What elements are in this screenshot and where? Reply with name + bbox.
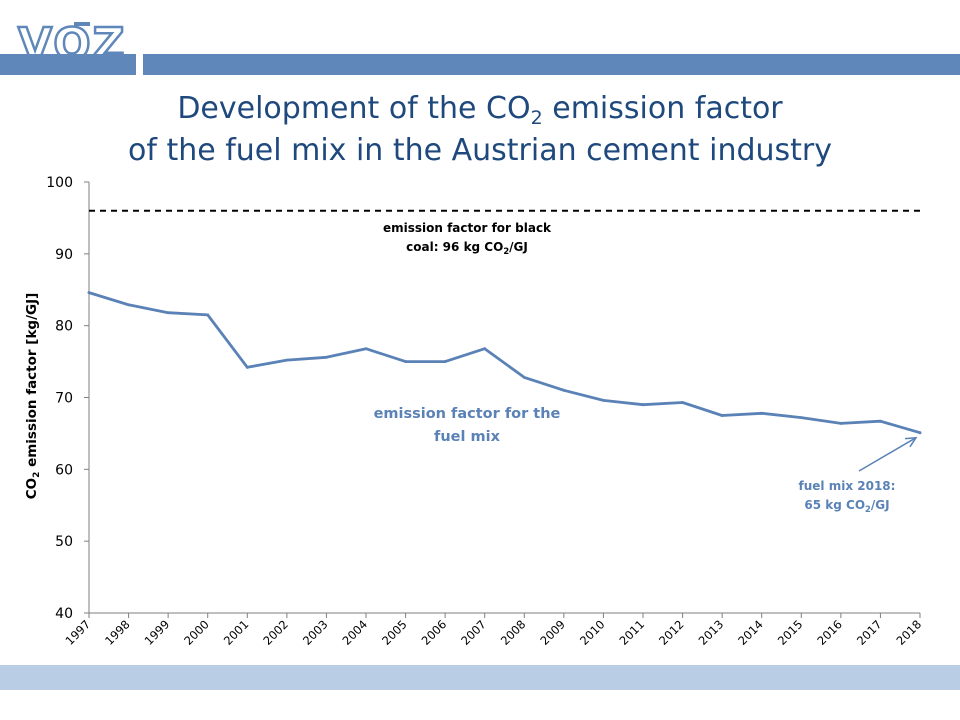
data-point: [720, 414, 724, 417]
y-tick-label: 100: [46, 175, 73, 191]
annotation-arrow-shaft: [858, 437, 917, 472]
data-point: [404, 360, 407, 363]
x-tick-label: 2006: [419, 617, 450, 648]
fuel-mix-label-line-1: emission factor for the: [373, 406, 561, 422]
x-tick-label: 2002: [260, 617, 291, 648]
data-point: [127, 303, 130, 307]
coal-annotation-line-2: coal: 96 kg CO2/GJ: [406, 240, 528, 256]
x-tick-label: 2008: [498, 617, 529, 648]
x-tick-label: 2018: [894, 617, 925, 648]
x-tick-label: 2005: [379, 617, 410, 648]
x-tick-label: 2009: [537, 617, 568, 648]
fuel-mix-series-label: emission factor for the fuel mix: [352, 403, 582, 449]
data-point: [641, 403, 645, 407]
data-point: [285, 358, 289, 362]
x-tick-label: 2010: [577, 617, 608, 648]
x-tick-label: 1998: [102, 617, 133, 648]
x-tick-label: 1999: [142, 617, 173, 648]
data-point: [562, 388, 566, 392]
data-point: [245, 365, 249, 369]
footer-band: [0, 665, 960, 690]
x-tick-label: 2003: [300, 617, 331, 648]
logo-macron: [74, 22, 90, 26]
data-point: [681, 401, 684, 404]
fuel-mix-label-line-2: fuel mix: [434, 429, 500, 445]
data-point: [839, 421, 843, 425]
y-tick-label: 90: [55, 247, 73, 263]
fuel-mix-series-line: [87, 291, 922, 435]
header-band-right: [143, 54, 960, 75]
coal-annotation-line-1: emission factor for black: [382, 221, 552, 235]
data-point: [879, 419, 882, 423]
data-point: [799, 416, 803, 420]
x-tick-label: 2017: [854, 617, 885, 648]
chart-title: Development of the CO2 emission factor o…: [0, 88, 960, 172]
data-point: [166, 311, 170, 315]
data-point: [443, 360, 447, 363]
data-point: [522, 375, 526, 379]
x-tick-label: 2016: [814, 617, 845, 648]
y-tick-label: 80: [55, 319, 73, 335]
data-point: [918, 431, 922, 435]
x-tick-label: 2014: [735, 617, 766, 648]
x-tick-label: 2012: [656, 617, 687, 648]
x-tick-label: 2004: [340, 617, 371, 648]
x-tick-label: 2001: [221, 617, 252, 648]
data-point: [483, 347, 487, 351]
data-point: [325, 355, 328, 359]
x-tick-label: 2000: [181, 617, 212, 648]
chart-title-line-2: of the fuel mix in the Austrian cement i…: [128, 133, 832, 168]
x-tick-label: 2015: [775, 617, 806, 648]
header-band-left: [0, 54, 136, 75]
y-axis-label: CO2 emission factor [kg/GJ]: [24, 292, 42, 500]
y-tick-label: 40: [55, 606, 73, 622]
latest-value-annotation: fuel mix 2018: 65 kg CO2/GJ: [782, 477, 912, 515]
latest-annotation-line-1: fuel mix 2018:: [798, 479, 896, 493]
annotation-arrow-head: [904, 436, 918, 448]
data-point: [87, 291, 91, 295]
y-tick-label: 50: [55, 534, 73, 550]
x-tick-label: 2011: [617, 617, 648, 648]
x-tick-label: 2013: [696, 617, 727, 648]
y-tick-label: 70: [55, 391, 73, 407]
latest-annotation-line-2: 65 kg CO2/GJ: [804, 498, 890, 514]
data-point: [760, 411, 764, 415]
x-tick-label: 2007: [458, 617, 489, 648]
coal-reference-annotation: emission factor for black coal: 96 kg CO…: [362, 219, 572, 257]
chart-title-line-1: Development of the CO2 emission factor: [177, 91, 783, 129]
data-point: [206, 313, 210, 317]
data-point: [602, 398, 605, 402]
data-point: [364, 347, 368, 351]
y-tick-label: 60: [55, 462, 73, 478]
